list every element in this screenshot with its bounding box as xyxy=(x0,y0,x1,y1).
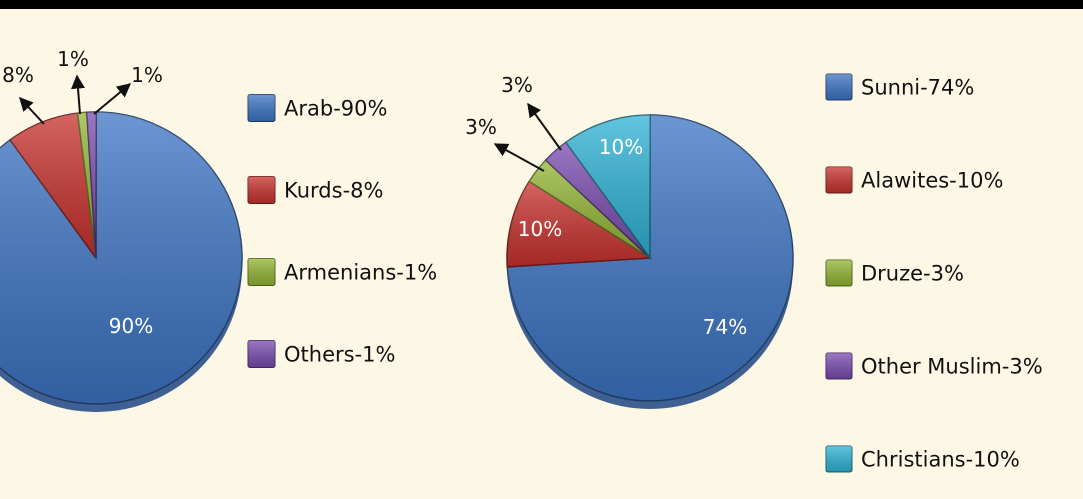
slice-label-armenians: 1% xyxy=(57,47,89,71)
slice-label-sunni: 74% xyxy=(703,315,747,339)
legend-label-other-muslim: Other Muslim-3% xyxy=(861,355,1043,379)
slice-label-druze: 3% xyxy=(465,115,497,139)
slice-label-other-muslim: 3% xyxy=(501,73,533,97)
legend-label-alawites: Alawites-10% xyxy=(861,169,1003,193)
legend-label-armenians: Armenians-1% xyxy=(284,261,437,285)
legend-label-others: Others-1% xyxy=(284,343,395,367)
legend-label-sunni: Sunni-74% xyxy=(861,76,974,100)
slice-label-arab: 90% xyxy=(109,314,153,338)
legend-label-druze: Druze-3% xyxy=(861,262,964,286)
callout-arrow-kurds xyxy=(19,96,45,125)
legend-swatch-sheen xyxy=(826,353,852,379)
legend-swatch-sheen xyxy=(826,446,852,472)
slice-label-alawites: 10% xyxy=(518,217,562,241)
legend-swatch-sheen xyxy=(826,74,852,100)
callout-arrow-others xyxy=(93,83,132,115)
slice-label-christians: 10% xyxy=(599,135,643,159)
religion-pie-chart: 74% 10% 3%3% 10% Sunni-74% Alawites-10% Druze-… xyxy=(465,73,1043,473)
legend-label-christians: Christians-10% xyxy=(861,448,1020,472)
callout-arrow-druze xyxy=(493,143,545,172)
slice-label-others: 1% xyxy=(131,63,163,87)
callout-arrow-other-muslim xyxy=(527,102,562,151)
legend-swatch-sheen xyxy=(248,340,275,368)
legend-swatch-sheen xyxy=(248,94,275,122)
legend-label-kurds: Kurds-8% xyxy=(284,179,383,203)
ethnic-pie-chart: 90% 8% 1% 1% Arab-90% Kurds-8% Armenians-1% Oth… xyxy=(0,47,437,412)
legend-label-arab: Arab-90% xyxy=(284,97,387,121)
legend-swatch-sheen xyxy=(248,176,275,204)
top-bar xyxy=(0,0,1083,9)
legend-swatch-sheen xyxy=(826,260,852,286)
legend-swatch-sheen xyxy=(248,258,275,286)
legend-swatch-sheen xyxy=(826,167,852,193)
callout-arrow-armenians xyxy=(71,74,85,115)
slice-label-kurds: 8% xyxy=(2,63,34,87)
